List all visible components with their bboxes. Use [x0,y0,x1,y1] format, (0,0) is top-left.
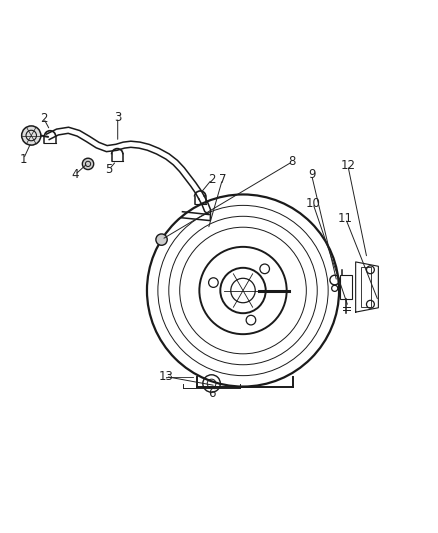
Text: 3: 3 [114,111,121,124]
Text: 6: 6 [208,387,215,400]
Bar [340,275,352,299]
Circle shape [21,126,41,145]
Text: 9: 9 [308,168,315,181]
Text: 2: 2 [40,111,47,125]
Text: 10: 10 [305,197,320,209]
Text: 11: 11 [338,212,353,225]
Text: 13: 13 [158,370,173,383]
Text: 12: 12 [340,159,355,172]
Text: 4: 4 [71,168,79,181]
Circle shape [82,158,94,169]
Text: 2: 2 [208,173,216,185]
Circle shape [156,234,167,245]
Text: 7: 7 [219,173,226,185]
Bar [361,267,371,307]
Text: 5: 5 [105,163,113,176]
Text: 8: 8 [289,155,296,168]
Text: 1: 1 [20,152,27,166]
